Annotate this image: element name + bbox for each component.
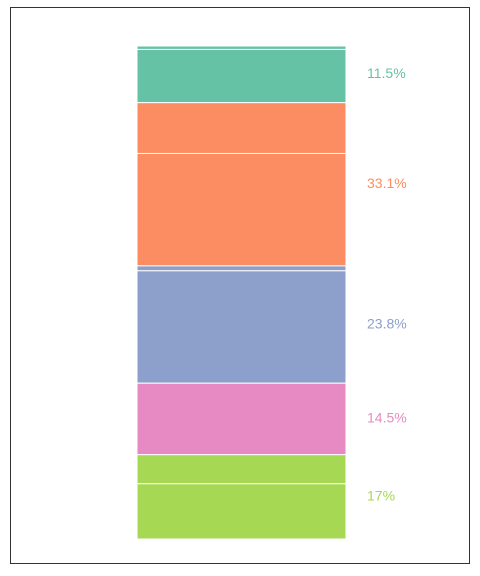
data-label-3: 14.5% (367, 410, 407, 426)
bar-segment-1-1 (136, 152, 347, 267)
data-label-4: 17% (367, 488, 395, 504)
labels-layer: 11.5% 33.1% 23.8% 14.5% 17% (367, 65, 407, 504)
bar-segment-0-1 (136, 48, 347, 104)
data-label-2: 23.8% (367, 315, 407, 331)
bar-segment-4-0 (136, 454, 347, 485)
bar-segment-2-0 (136, 265, 347, 272)
bars-layer (136, 45, 347, 540)
bar-segment-1-0 (136, 102, 347, 154)
bar-segment-2-1 (136, 270, 347, 384)
data-label-1: 33.1% (367, 175, 407, 191)
bar-segment-3-0 (136, 382, 347, 456)
data-label-0: 11.5% (367, 65, 406, 81)
bar-segment-4-1 (136, 483, 347, 540)
bar-segment-0-0 (136, 45, 347, 50)
